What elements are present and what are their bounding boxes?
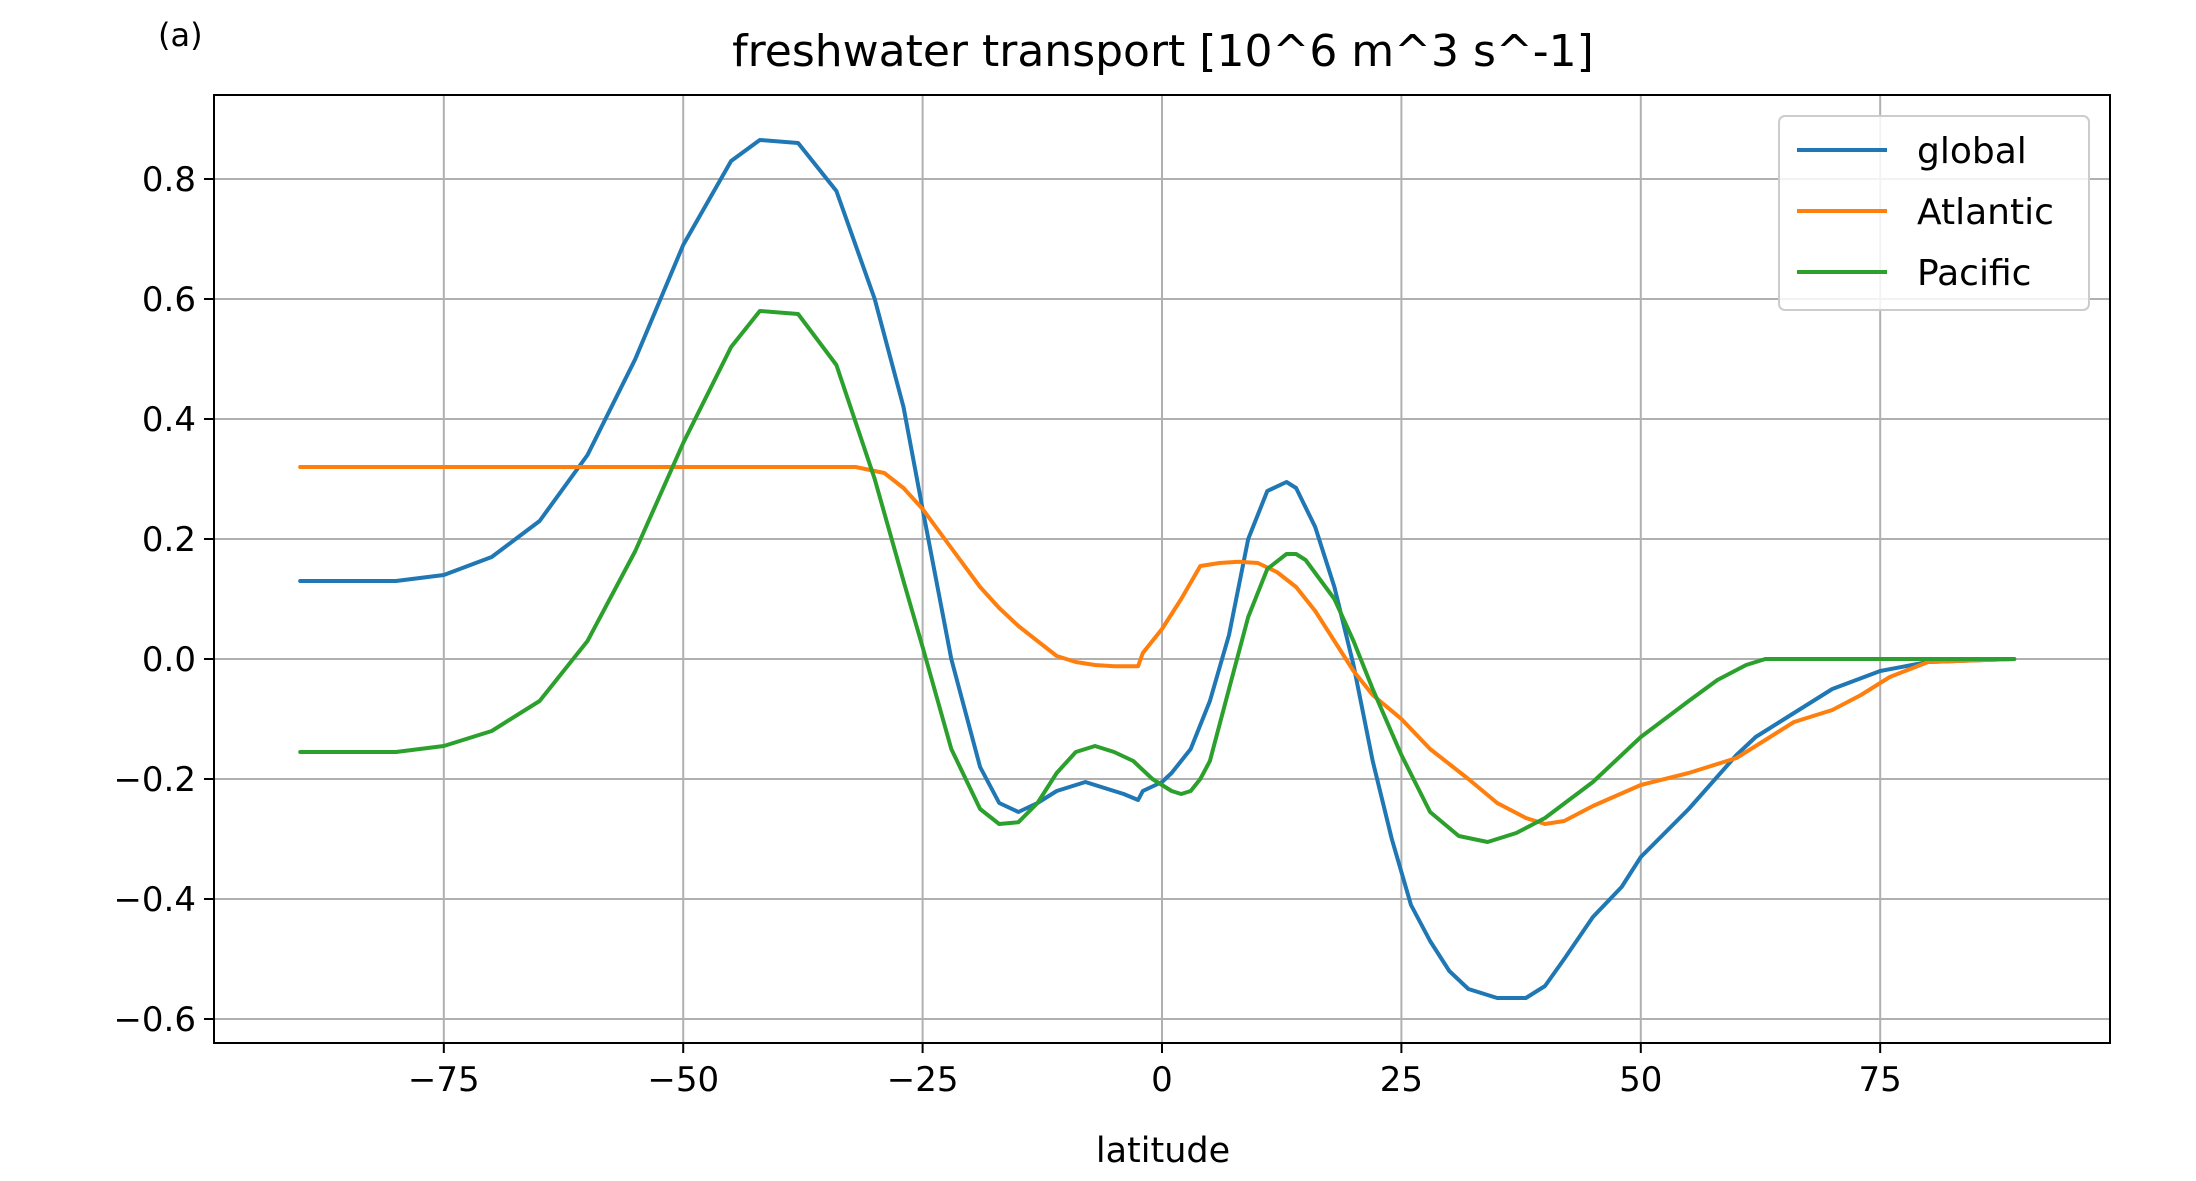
x-tick-label: 50 <box>1619 1060 1662 1100</box>
x-tick-label: 75 <box>1859 1060 1902 1100</box>
y-tick-label: 0.2 <box>142 520 196 560</box>
chart-title: freshwater transport [10^6 m^3 s^-1] <box>732 26 1594 77</box>
x-tick-label: −25 <box>887 1060 959 1100</box>
legend-box <box>1778 115 2090 311</box>
y-tick-label: 0.8 <box>142 160 196 200</box>
legend-label-global: global <box>1917 131 2027 172</box>
series-line-atlantic <box>298 465 2017 826</box>
y-tick-label: −0.2 <box>113 760 196 800</box>
legend: global Atlantic Pacific <box>1778 115 2090 311</box>
x-axis-ticks: −75 −50 −25 0 25 50 75 <box>408 1043 1902 1100</box>
series-lines <box>298 138 2017 1000</box>
legend-label-atlantic: Atlantic <box>1917 192 2054 233</box>
x-tick-label: −75 <box>408 1060 480 1100</box>
grid-lines <box>214 95 2110 1043</box>
panel-label: (a) <box>158 16 203 54</box>
x-tick-label: 0 <box>1151 1060 1173 1100</box>
series-line-global <box>298 138 2017 1000</box>
y-tick-label: 0.0 <box>142 640 196 680</box>
series-line-pacific <box>298 309 2017 844</box>
y-tick-label: −0.4 <box>113 880 196 920</box>
y-tick-label: −0.6 <box>113 1000 196 1040</box>
y-axis-ticks: 0.8 0.6 0.4 0.2 0.0 −0.2 −0.4 −0.6 <box>113 160 214 1040</box>
y-tick-label: 0.4 <box>142 400 196 440</box>
x-tick-label: −50 <box>647 1060 719 1100</box>
x-tick-label: 25 <box>1380 1060 1423 1100</box>
legend-label-pacific: Pacific <box>1917 253 2031 294</box>
x-axis-title: latitude <box>1096 1131 1230 1171</box>
y-tick-label: 0.6 <box>142 280 196 320</box>
